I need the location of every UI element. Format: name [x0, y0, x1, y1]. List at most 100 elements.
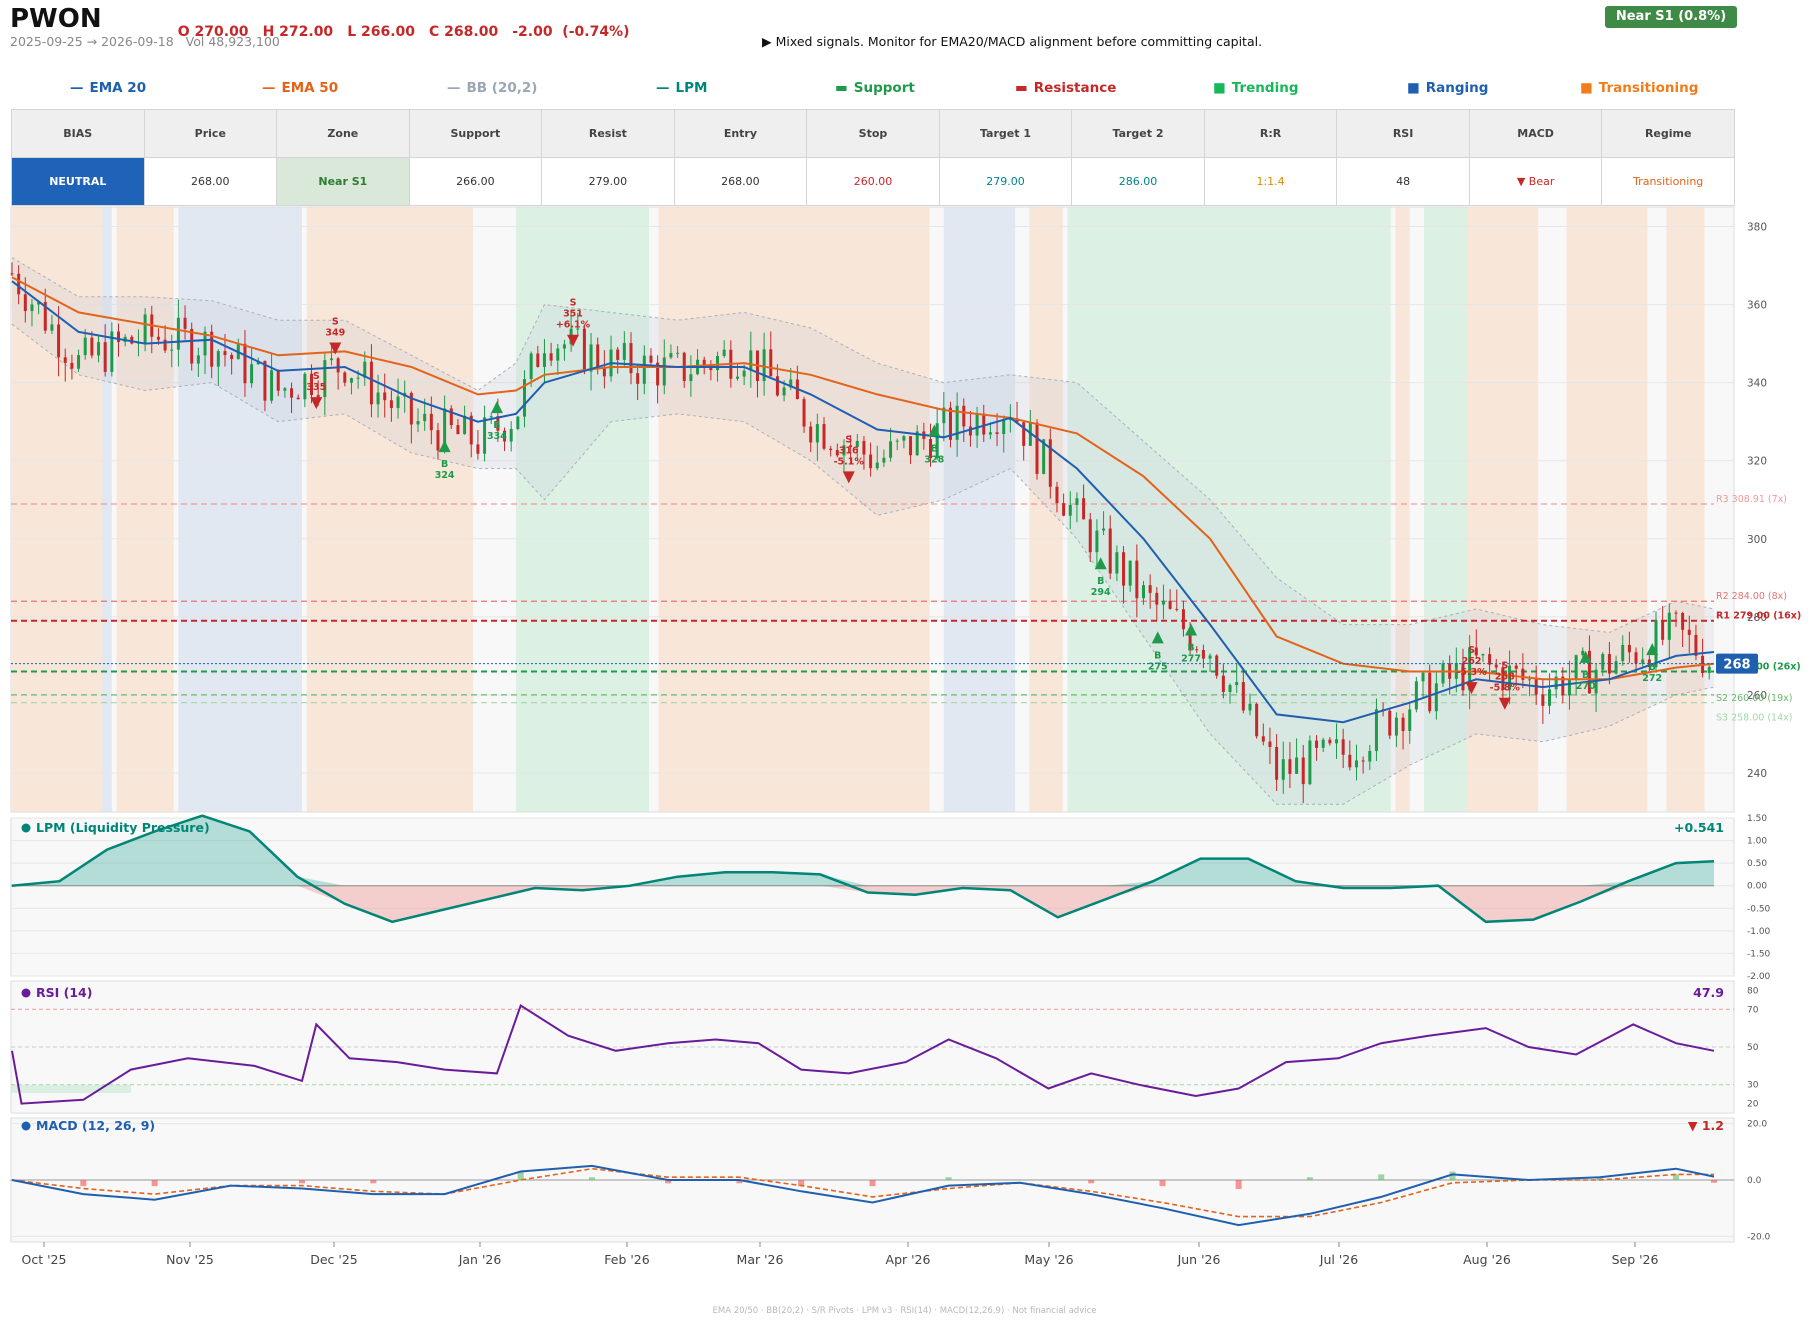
candle-body — [1681, 612, 1685, 630]
candle-body — [156, 336, 160, 340]
candle-body — [1627, 644, 1631, 653]
price-tick-label: 340 — [1747, 378, 1767, 390]
candle-body — [762, 349, 766, 382]
candle-body — [562, 344, 566, 349]
candle-body — [143, 314, 147, 343]
summary-value-resist: 279.00 — [541, 157, 675, 206]
candle-body — [769, 349, 773, 377]
candle-body — [809, 426, 813, 443]
candle-body — [662, 357, 666, 386]
regime-band-transitioning — [1395, 207, 1410, 812]
candle-body — [622, 343, 626, 360]
macd-histogram-bar — [1596, 1177, 1603, 1181]
candle-body — [1481, 654, 1485, 656]
candle-body — [1461, 663, 1465, 691]
candle-body — [1181, 609, 1185, 630]
candle-body — [1195, 649, 1199, 651]
macd-histogram-bar — [869, 1180, 876, 1187]
candle-body — [369, 361, 373, 405]
candle-body — [948, 407, 952, 440]
candle-body — [542, 353, 546, 367]
candle-body — [1361, 760, 1365, 762]
candle-body — [1008, 418, 1012, 421]
candle-body — [642, 355, 646, 384]
macd-last-value: ▼ 1.2 — [1688, 1118, 1724, 1133]
candle-body — [323, 360, 327, 398]
macd-histogram-bar — [1378, 1174, 1385, 1181]
candle-body — [483, 417, 487, 454]
candle-body — [1295, 757, 1299, 774]
signal-label-line: 262 — [1462, 656, 1482, 667]
candle-body — [1687, 629, 1691, 635]
candle-body — [742, 370, 746, 377]
level-label: R3 308.91 (7x) — [1716, 494, 1787, 505]
candle-body — [263, 360, 267, 401]
candle-body — [496, 416, 500, 431]
legend-swatch: — — [262, 80, 276, 96]
candle-body — [336, 358, 340, 373]
candle-body — [1022, 422, 1026, 446]
price-tick-label: 380 — [1747, 222, 1767, 234]
legend-swatch: ■ — [1407, 80, 1420, 96]
x-tick-label: Mar '26 — [737, 1252, 784, 1267]
candle-body — [669, 353, 673, 358]
lpm-tick-label: -1.50 — [1747, 949, 1771, 959]
signal-label-line: S — [570, 298, 577, 309]
legend-item-resistance: ▬ Resistance — [1015, 80, 1116, 96]
level-label: R2 284.00 (8x) — [1716, 591, 1787, 602]
candle-body — [116, 331, 120, 342]
candle-body — [283, 388, 287, 391]
candle-body — [935, 423, 939, 459]
candle-body — [849, 445, 853, 447]
signal-label: B 294 — [1091, 576, 1111, 598]
buy-signal-marker — [1185, 623, 1198, 636]
candle-body — [862, 440, 866, 455]
candle-body — [982, 413, 986, 435]
candle-body — [509, 428, 513, 442]
x-tick-label: Jun '26 — [1177, 1252, 1221, 1267]
candle-body — [37, 301, 41, 305]
candle-body — [722, 349, 726, 356]
legend-item-lpm: — LPM — [656, 80, 707, 96]
candle-body — [396, 396, 400, 409]
macd-histogram-bar — [1159, 1180, 1166, 1187]
signal-label-line: -5.8% — [1490, 683, 1521, 694]
regime-band-transitioning — [116, 207, 174, 812]
summary-value-regime: Transitioning — [1601, 157, 1735, 206]
x-tick-label: Feb '26 — [604, 1252, 649, 1267]
summary-header-entry: Entry — [673, 109, 808, 158]
macd-histogram-bar — [227, 1180, 234, 1181]
candle-body — [1508, 665, 1512, 690]
summary-header-row: BIAS Price Zone Support Resist Entry Stop Targe… — [11, 109, 1735, 158]
signal-label-line: 335 — [306, 382, 326, 393]
signal-label: S 316 -5.1% — [834, 434, 865, 467]
candle-body — [409, 392, 413, 425]
x-tick-label: Nov '25 — [166, 1252, 214, 1267]
candle-body — [835, 450, 839, 456]
sell-signal-marker — [1465, 682, 1478, 695]
sell-signal-marker — [329, 342, 342, 355]
summary-header-macd: MACD — [1468, 109, 1603, 158]
candle-body — [97, 342, 101, 356]
candle-body — [1095, 530, 1099, 553]
candle-body — [629, 343, 633, 374]
candle-body — [1102, 528, 1106, 531]
sell-signal-marker — [310, 397, 323, 410]
candle-body — [223, 351, 227, 356]
candle-body — [50, 324, 54, 331]
candle-body — [1348, 754, 1352, 768]
legend-swatch: — — [70, 80, 84, 96]
summary-header-resist: Resist — [541, 109, 675, 158]
signal-label: B 275 — [1148, 650, 1168, 672]
bollinger-upper-line — [11, 257, 1715, 634]
candle-body — [290, 388, 294, 398]
candle-body — [1208, 655, 1212, 659]
candle-body — [1388, 710, 1392, 736]
legend-item-trending: ■ Trending — [1213, 80, 1298, 96]
candle-body — [1474, 647, 1478, 656]
candle-body — [190, 328, 194, 364]
candle-body — [383, 392, 387, 401]
regime-band-trending — [1067, 207, 1391, 812]
candle-body — [1315, 740, 1319, 748]
candle-body — [456, 425, 460, 435]
